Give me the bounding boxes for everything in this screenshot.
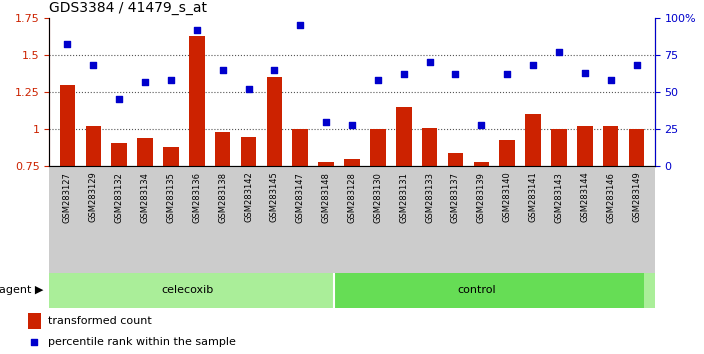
Bar <box>137 138 153 278</box>
Bar <box>344 159 360 278</box>
Point <box>139 79 151 85</box>
Text: GSM283138: GSM283138 <box>218 172 227 223</box>
Text: GSM283132: GSM283132 <box>115 172 124 223</box>
Point <box>320 119 332 125</box>
Point <box>217 67 228 73</box>
Bar <box>629 129 644 278</box>
Point <box>527 62 539 68</box>
Text: GSM283127: GSM283127 <box>63 172 72 223</box>
Point <box>502 72 513 77</box>
Bar <box>318 162 334 278</box>
Point <box>372 77 384 83</box>
Text: GSM283145: GSM283145 <box>270 172 279 222</box>
Text: GSM283128: GSM283128 <box>348 172 356 223</box>
Bar <box>111 143 127 278</box>
Point <box>553 49 565 55</box>
Text: celecoxib: celecoxib <box>162 285 214 295</box>
Bar <box>370 129 386 278</box>
Bar <box>474 162 489 278</box>
Text: percentile rank within the sample: percentile rank within the sample <box>48 337 236 348</box>
Bar <box>603 126 619 278</box>
Text: GSM283148: GSM283148 <box>322 172 331 223</box>
Text: GSM283136: GSM283136 <box>192 172 201 223</box>
Point <box>87 62 99 68</box>
Bar <box>334 273 644 308</box>
Bar <box>422 128 437 278</box>
Bar <box>396 107 412 278</box>
Point <box>450 72 461 77</box>
Point <box>191 27 202 33</box>
Bar <box>267 77 282 278</box>
Text: GSM283129: GSM283129 <box>89 172 98 222</box>
Bar <box>163 147 179 278</box>
Bar <box>28 313 41 329</box>
Text: control: control <box>457 285 496 295</box>
Bar <box>189 35 205 278</box>
Point <box>269 67 280 73</box>
Bar <box>577 126 593 278</box>
Point <box>29 340 40 346</box>
Point <box>424 59 435 65</box>
Point <box>605 77 617 83</box>
Bar <box>525 114 541 278</box>
Text: GSM283139: GSM283139 <box>477 172 486 223</box>
Text: GSM283146: GSM283146 <box>606 172 615 223</box>
Point <box>62 42 73 47</box>
Point <box>165 77 177 83</box>
Bar <box>241 137 256 278</box>
Text: GSM283131: GSM283131 <box>399 172 408 223</box>
Point <box>346 122 358 127</box>
Bar <box>551 129 567 278</box>
Point <box>398 72 410 77</box>
Text: GSM283147: GSM283147 <box>296 172 305 223</box>
Text: GDS3384 / 41479_s_at: GDS3384 / 41479_s_at <box>49 1 207 15</box>
Bar <box>85 126 101 278</box>
Text: GSM283141: GSM283141 <box>529 172 538 222</box>
Text: GSM283130: GSM283130 <box>373 172 382 223</box>
Bar <box>448 153 463 278</box>
Text: transformed count: transformed count <box>48 316 151 326</box>
Text: GSM283140: GSM283140 <box>503 172 512 222</box>
Text: GSM283143: GSM283143 <box>555 172 563 223</box>
Point <box>113 97 125 102</box>
Text: GSM283137: GSM283137 <box>451 172 460 223</box>
Bar <box>215 132 230 278</box>
Text: GSM283135: GSM283135 <box>166 172 175 223</box>
Text: GSM283144: GSM283144 <box>580 172 589 222</box>
Point <box>631 62 642 68</box>
Point <box>579 70 591 75</box>
Bar <box>292 129 308 278</box>
Bar <box>60 85 75 278</box>
Point <box>476 122 487 127</box>
Text: GSM283149: GSM283149 <box>632 172 641 222</box>
Text: GSM283142: GSM283142 <box>244 172 253 222</box>
Text: GSM283134: GSM283134 <box>141 172 149 223</box>
Bar <box>499 139 515 278</box>
Point <box>294 22 306 28</box>
Text: agent ▶: agent ▶ <box>0 285 43 295</box>
Text: GSM283133: GSM283133 <box>425 172 434 223</box>
Point <box>243 86 254 92</box>
